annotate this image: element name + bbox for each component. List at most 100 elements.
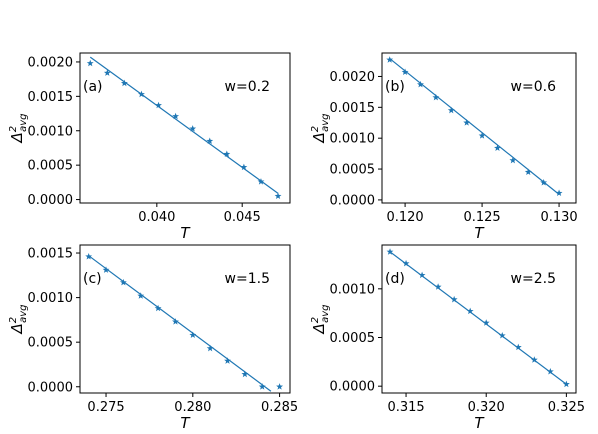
data-point: [276, 383, 284, 390]
x-ticks-b: 0.120 0.125 0.130: [386, 203, 578, 225]
data-point: [119, 278, 127, 286]
x-ticks-d: 0.315 0.320 0.325: [387, 393, 585, 415]
axes-frame-a: [79, 52, 291, 204]
data-point: [206, 137, 214, 144]
data-point: [447, 106, 455, 114]
data-point: [274, 192, 282, 200]
fit-line: [88, 255, 272, 392]
data-point: [466, 307, 474, 315]
panel-label-c: (c): [83, 271, 102, 287]
y-tick-label: 0.0005: [330, 163, 376, 178]
data-point: [240, 163, 248, 171]
data-point: [258, 383, 266, 390]
data-point: [546, 367, 554, 375]
x-tick-label: 0.130: [540, 210, 577, 225]
x-tick-label: 0.120: [386, 210, 423, 225]
data-point: [402, 259, 410, 267]
data-point: [478, 132, 486, 139]
data-point: [102, 266, 110, 273]
x-tick-label: 0.280: [174, 400, 211, 415]
data-point: [172, 318, 179, 325]
x-axis-label-c: T: [180, 414, 191, 432]
data-point: [494, 144, 501, 151]
data-point: [137, 292, 145, 299]
data-point: [85, 252, 93, 260]
y-axis-label-d: Δ2avg: [310, 304, 331, 334]
data-point: [386, 248, 394, 255]
axes-frame-b: [381, 52, 577, 204]
axes-frame-c: [79, 244, 291, 394]
y-tick-label: 0.0015: [28, 90, 74, 105]
fit-line: [89, 56, 279, 194]
param-label-d: w=2.5: [511, 271, 556, 287]
y-tick-label: 0.0005: [28, 159, 74, 174]
data-point: [555, 189, 563, 197]
data-point: [562, 380, 570, 388]
param-label-c: w=1.5: [225, 271, 270, 287]
data-point: [540, 179, 548, 186]
axes-frame-d: [381, 244, 577, 394]
data-point: [434, 283, 442, 290]
x-tick-label: 0.325: [548, 400, 585, 415]
y-axis-label-b: Δ2avg: [310, 113, 331, 143]
x-axis-label-b: T: [474, 224, 485, 242]
data-point: [189, 331, 197, 338]
x-axis-label-d: T: [474, 414, 485, 432]
data-point: [432, 93, 440, 101]
y-tick-label: 0.0020: [28, 55, 74, 70]
data-point: [386, 56, 394, 63]
x-axis-label-a: T: [180, 224, 191, 242]
x-ticks-c: 0.275 0.280 0.285: [87, 393, 298, 415]
plot-area-d: [386, 248, 570, 388]
data-point: [463, 119, 471, 126]
plot-area-a: [86, 56, 282, 200]
x-ticks-a: 0.040 0.045: [138, 203, 261, 225]
x-tick-label: 0.125: [463, 210, 500, 225]
data-point: [401, 68, 409, 76]
data-point: [498, 331, 506, 339]
y-tick-label: 0.0015: [28, 247, 74, 262]
y-tick-label: 0.0010: [28, 124, 74, 139]
data-point: [418, 271, 426, 279]
plot-area-c: [85, 252, 284, 392]
data-point: [103, 69, 111, 76]
x-tick-label: 0.045: [224, 210, 261, 225]
y-tick-label: 0.0020: [330, 70, 376, 85]
data-point: [86, 59, 94, 67]
data-point: [172, 112, 180, 120]
subplot-d: (d) w=2.5 0.315 0.320 0.325 0.00000.00050.…: [310, 244, 585, 432]
x-tick-label: 0.285: [261, 400, 298, 415]
data-point: [417, 80, 424, 88]
data-point: [224, 357, 231, 364]
y-tick-label: 0.0000: [28, 193, 74, 208]
data-point: [189, 125, 197, 132]
y-tick-label: 0.0000: [28, 380, 74, 395]
x-tick-label: 0.275: [87, 400, 124, 415]
data-point: [154, 304, 162, 312]
y-axis-label-c: Δ2avg: [8, 304, 29, 334]
y-tick-label: 0.0005: [330, 331, 376, 346]
y-tick-label: 0.0005: [28, 336, 74, 351]
y-tick-label: 0.0010: [330, 282, 376, 297]
data-point: [257, 178, 265, 185]
y-tick-label: 0.0000: [330, 193, 376, 208]
subplot-b: (b) w=0.6 0.120 0.125 0.130 0.0000 0.0005 0.…: [310, 52, 578, 242]
data-point: [155, 101, 162, 109]
fit-line: [389, 251, 567, 385]
data-point: [514, 343, 522, 351]
y-ticks-a: 0.0000 0.0005 0.0010 0.0015 0.0020: [28, 55, 80, 208]
data-point: [120, 79, 128, 87]
panel-label-b: (b): [385, 79, 405, 95]
fit-line: [389, 58, 560, 195]
y-ticks-d: 0.0000 0.0005 0.0010: [330, 282, 382, 395]
data-point: [524, 168, 532, 176]
x-tick-label: 0.315: [387, 400, 424, 415]
data-point: [241, 370, 249, 378]
y-tick-label: 0.0010: [330, 132, 376, 147]
panel-label-a: (a): [83, 79, 103, 95]
param-label-b: w=0.6: [511, 79, 557, 95]
data-point: [530, 356, 538, 363]
data-point: [223, 150, 231, 158]
